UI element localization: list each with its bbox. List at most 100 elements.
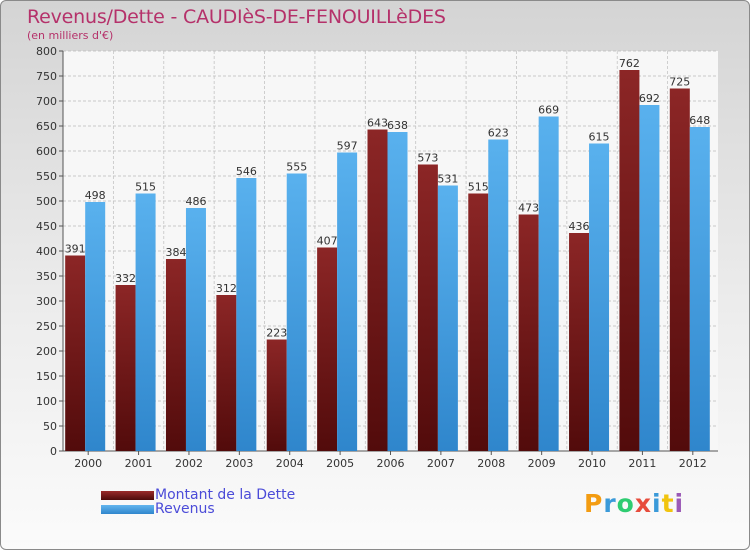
bar-revenue-2010	[589, 143, 610, 451]
bar-revenue-2009	[538, 116, 559, 451]
legend-swatch-debt	[101, 491, 154, 500]
data-label-revenue-2008: 623	[488, 127, 509, 140]
y-tick-label: 300	[36, 295, 57, 308]
bar-debt-2006	[367, 129, 388, 451]
data-label-revenue-2000: 498	[85, 189, 106, 202]
x-tick-label-2012: 2012	[679, 457, 707, 470]
data-label-debt-2008: 515	[468, 181, 489, 194]
x-tick-label-2002: 2002	[175, 457, 203, 470]
x-tick-label-2009: 2009	[528, 457, 556, 470]
bar-revenue-2004	[286, 173, 307, 451]
bars	[65, 70, 710, 451]
data-label-debt-2001: 332	[115, 272, 136, 285]
data-label-debt-2003: 312	[216, 282, 237, 295]
x-tick-label-2000: 2000	[74, 457, 102, 470]
bar-debt-2008	[468, 193, 489, 451]
x-tick-label-2010: 2010	[578, 457, 606, 470]
bar-revenue-2000	[85, 202, 106, 451]
y-tick-label: 50	[43, 420, 57, 433]
chart-subtitle: (en milliers d'€)	[27, 29, 114, 42]
bar-revenue-2012	[689, 127, 710, 451]
legend-label-revenue: Revenus	[155, 501, 215, 517]
bar-debt-2009	[518, 214, 539, 451]
data-label-debt-2004: 223	[266, 327, 287, 340]
data-label-revenue-2003: 546	[236, 165, 257, 178]
data-label-debt-2002: 384	[165, 246, 186, 259]
data-label-revenue-2011: 692	[639, 92, 660, 105]
y-tick-label: 750	[36, 70, 57, 83]
data-label-revenue-2005: 597	[337, 140, 358, 153]
data-label-debt-2005: 407	[317, 235, 338, 248]
chart-title: Revenus/Dette - CAUDIèS-DE-FENOUILLèDES	[27, 6, 446, 28]
data-label-revenue-2004: 555	[286, 161, 307, 174]
bar-debt-2004	[266, 339, 287, 451]
bar-debt-2002	[165, 259, 186, 451]
data-label-revenue-2001: 515	[135, 181, 156, 194]
y-tick-label: 350	[36, 270, 57, 283]
x-tick-label-2005: 2005	[326, 457, 354, 470]
y-tick-label: 250	[36, 320, 57, 333]
y-tick-label: 700	[36, 95, 57, 108]
legend-swatch-revenue	[101, 505, 154, 514]
data-label-debt-2007: 573	[417, 152, 438, 165]
data-label-debt-2010: 436	[569, 220, 590, 233]
logo-letter: r	[603, 489, 617, 518]
bar-debt-2012	[669, 88, 690, 451]
x-tick-label-2011: 2011	[628, 457, 656, 470]
logo-letter: o	[616, 489, 635, 518]
bar-debt-2011	[619, 70, 640, 451]
bar-debt-2001	[115, 285, 136, 451]
x-tick-label-2003: 2003	[225, 457, 253, 470]
y-tick-label: 650	[36, 120, 57, 133]
data-label-debt-2012: 725	[669, 76, 690, 89]
bar-debt-2003	[216, 295, 237, 451]
x-tick-label-2006: 2006	[377, 457, 405, 470]
data-label-revenue-2010: 615	[589, 131, 610, 144]
x-tick-label-2008: 2008	[477, 457, 505, 470]
bar-debt-2010	[569, 233, 590, 451]
bar-revenue-2011	[639, 105, 660, 451]
data-label-debt-2006: 643	[367, 117, 388, 130]
y-tick-label: 450	[36, 220, 57, 233]
data-label-debt-2000: 391	[65, 243, 86, 256]
y-tick-label: 150	[36, 370, 57, 383]
data-label-revenue-2012: 648	[689, 114, 710, 127]
y-tick-label: 0	[50, 445, 57, 458]
y-tick-label: 800	[36, 45, 57, 58]
bar-revenue-2001	[135, 193, 156, 451]
bar-revenue-2003	[236, 178, 257, 451]
logo-letter: P	[584, 489, 604, 518]
bar-revenue-2006	[387, 132, 408, 451]
bar-revenue-2007	[437, 185, 458, 451]
y-tick-label: 200	[36, 345, 57, 358]
bar-debt-2007	[417, 164, 438, 451]
logo-letter: i	[674, 489, 685, 518]
bar-debt-2000	[65, 255, 86, 451]
y-tick-label: 550	[36, 170, 57, 183]
y-tick-label: 100	[36, 395, 57, 408]
legend-label-debt: Montant de la Dette	[155, 487, 296, 503]
bar-revenue-2005	[337, 152, 358, 451]
x-tick-label-2007: 2007	[427, 457, 455, 470]
y-tick-label: 600	[36, 145, 57, 158]
x-tick-label-2004: 2004	[276, 457, 304, 470]
bar-debt-2005	[317, 247, 338, 451]
logo-letter: t	[661, 489, 675, 518]
data-label-debt-2009: 473	[518, 202, 539, 215]
y-tick-label: 500	[36, 195, 57, 208]
logo-letter: i	[652, 489, 662, 518]
data-label-revenue-2002: 486	[185, 195, 206, 208]
x-tick-label-2001: 2001	[125, 457, 153, 470]
logo-letter: x	[634, 489, 652, 518]
proxiti-logo: Proxiti	[584, 489, 684, 518]
data-label-revenue-2006: 638	[387, 119, 408, 132]
y-tick-label: 400	[36, 245, 57, 258]
bar-revenue-2002	[185, 208, 206, 451]
data-label-debt-2011: 762	[619, 57, 640, 70]
data-label-revenue-2007: 531	[437, 173, 458, 186]
axes: 0 50 100 150 200 250 300 350 400 450 500 550 600 650 7…	[36, 45, 718, 470]
bar-revenue-2008	[488, 139, 509, 451]
